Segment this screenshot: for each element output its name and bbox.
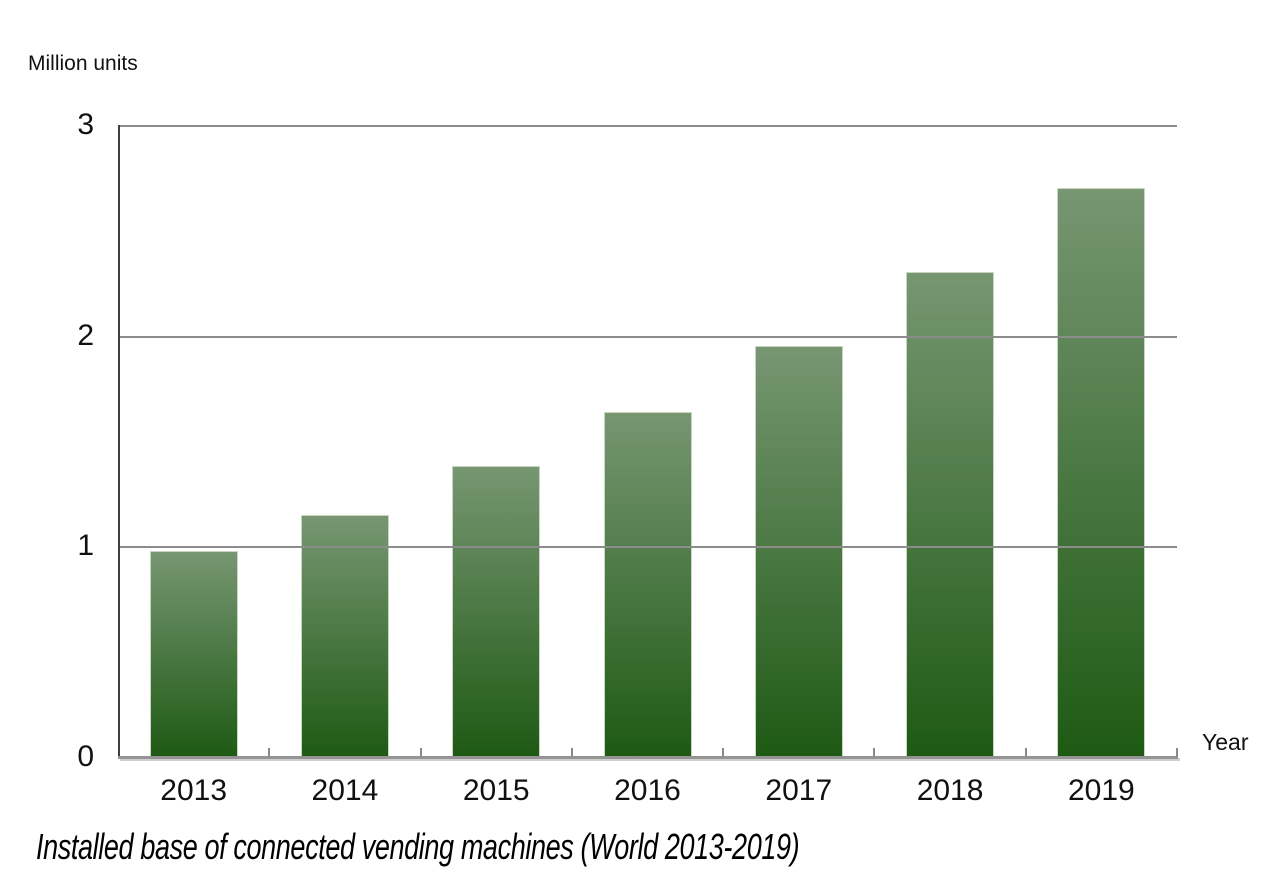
- bar-2015: [452, 466, 541, 757]
- y-tick-label-0: 0: [77, 740, 94, 773]
- x-axis-tick-mark: [268, 748, 271, 757]
- gridline-2: [118, 335, 1177, 338]
- x-axis-tick-mark: [1176, 748, 1178, 757]
- y-tick-label-3: 3: [77, 108, 94, 141]
- x-tick-label-2016: 2016: [614, 774, 681, 807]
- x-tick-label-2013: 2013: [160, 774, 228, 807]
- bar-2017: [754, 346, 843, 757]
- x-axis-tick-mark: [419, 748, 422, 757]
- y-tick-label-1: 1: [77, 529, 94, 563]
- x-tick-label-2019: 2019: [1067, 774, 1135, 807]
- bar-2018: [906, 272, 995, 757]
- bar-2014: [300, 514, 389, 757]
- x-axis-tick-mark: [873, 748, 876, 757]
- gridline-1: [118, 546, 1177, 549]
- bar-2013: [149, 550, 238, 757]
- bar-2016: [603, 411, 692, 757]
- x-axis-title: Year: [1202, 729, 1249, 755]
- x-axis-tick-mark: [722, 748, 725, 757]
- x-tick-label-2014: 2014: [311, 774, 379, 807]
- x-axis-tick-mark: [570, 748, 573, 757]
- y-axis-title: Million units: [28, 52, 138, 75]
- x-axis-line: [118, 756, 1178, 759]
- x-tick-label-2015: 2015: [462, 774, 530, 807]
- y-tick-label-2: 2: [77, 318, 94, 352]
- y-axis-line: [118, 125, 120, 758]
- x-axis-tick-mark: [1024, 748, 1027, 757]
- bar-2019: [1057, 188, 1146, 757]
- x-tick-label-2017: 2017: [765, 774, 833, 807]
- x-tick-label-2018: 2018: [916, 774, 984, 807]
- gridline-3: [118, 125, 1177, 127]
- chart-title: Installed base of connected vending mach…: [36, 826, 800, 867]
- plot-area: [118, 125, 1178, 759]
